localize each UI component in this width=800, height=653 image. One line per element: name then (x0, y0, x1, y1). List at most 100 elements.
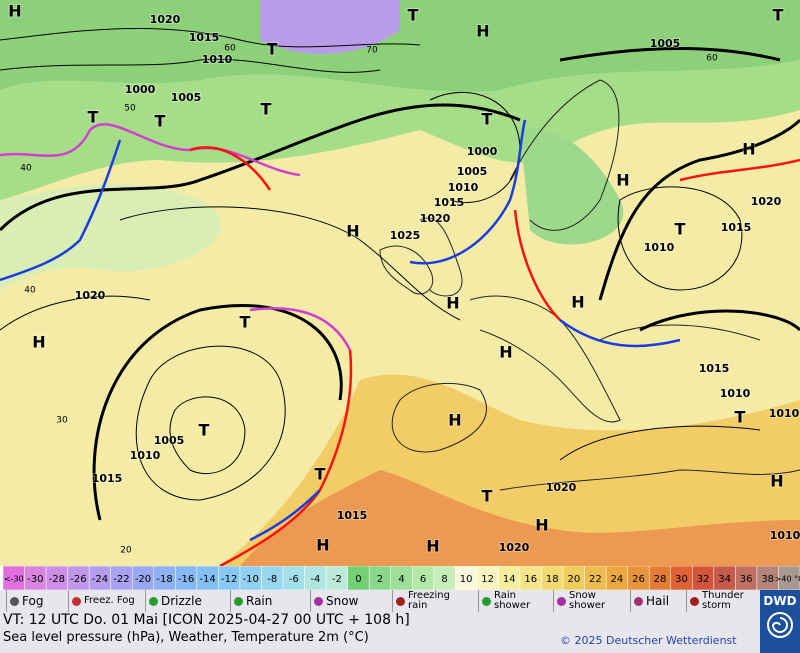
footer: VT: 12 UTC Do. 01 Mai [ICON 2025-04-27 0… (0, 612, 760, 653)
legend-item: Rain (230, 590, 272, 612)
color-scale-label: -20 (135, 574, 151, 585)
copyright: © 2025 Deutscher Wetterdienst (560, 634, 737, 647)
pressure-center: H (446, 294, 459, 313)
color-scale-label: -8 (267, 574, 277, 585)
pressure-center: H (316, 536, 329, 555)
pressure-center: T (315, 465, 326, 484)
color-scale: <-30 -30 -28 -26 -24 -22 -20 -18 -16 -14 -12 -10 -8-… (2, 566, 800, 590)
legend-item: Thunder storm (686, 590, 754, 612)
temperature-contour-label: 50 (124, 104, 136, 114)
color-scale-label: -30 (27, 574, 43, 585)
map-labels: H 1020 1015 T T H T 1005 1010 1000 1005 T T T T 1000 100… (7, 1, 800, 557)
color-scale-label: 2 (377, 574, 383, 585)
legend-symbol (10, 596, 19, 606)
color-scale-label: 14 (503, 574, 516, 585)
isobar-label: 1000 (125, 83, 156, 96)
weather-map: H 1020 1015 T T H T 1005 1010 1000 1005 T T T T 1000 100… (0, 0, 800, 566)
main-isobars (0, 46, 800, 521)
legend-label: Freez. Fog (84, 595, 135, 606)
color-scale-label: 0 (355, 574, 361, 585)
isobar-label: 1015 (721, 221, 752, 234)
pressure-center: H (448, 411, 461, 430)
pressure-center: H (770, 472, 783, 491)
color-scale-label: -16 (178, 574, 194, 585)
isobar-label: 1010 (720, 387, 751, 400)
color-swatch (778, 566, 800, 590)
color-scale-label: 24 (611, 574, 624, 585)
coastlines (379, 79, 800, 491)
pressure-center: H (499, 343, 512, 362)
pressure-center: T (261, 100, 272, 119)
color-scale-label: 20 (567, 574, 580, 585)
logo-text: DWD (763, 594, 797, 608)
temperature-contour-label: 60 (706, 54, 718, 64)
color-scale-label: 32 (697, 574, 710, 585)
isobar-label: 1020 (420, 212, 451, 225)
isobar-label: 1020 (150, 13, 181, 26)
isobar-label: 1010 (644, 241, 675, 254)
isobar-label: 1015 (434, 196, 465, 209)
pressure-center: T (240, 313, 251, 332)
legend-symbol (557, 596, 566, 606)
isobar-label: 1020 (546, 481, 577, 494)
legend-item: Snow shower (553, 590, 621, 612)
isobar-label: 1005 (650, 37, 681, 50)
color-scale-label: -10 (243, 574, 259, 585)
color-scale-label: >40 °C (775, 575, 800, 584)
temperature-contour-label: 40 (24, 286, 36, 296)
pressure-center: T (88, 108, 99, 127)
cold-front (0, 139, 122, 282)
pressure-center: T (675, 220, 686, 239)
cold-front (249, 489, 321, 542)
color-scale-label: -24 (92, 574, 108, 585)
legend-symbol (234, 596, 243, 606)
occluded-front (0, 123, 301, 177)
isobar-label: 1010 (448, 181, 479, 194)
legend-symbol (72, 596, 81, 606)
pressure-center: H (32, 333, 45, 352)
legend-item: Fog (6, 590, 43, 612)
warm-front (679, 158, 800, 182)
legend-label: Drizzle (161, 594, 202, 608)
pressure-center: T (735, 408, 746, 427)
very-cold-region (260, 0, 400, 54)
isobar-label: 1010 (130, 449, 161, 462)
legend-label: Fog (22, 594, 44, 608)
legend-item: Snow (310, 590, 358, 612)
isobar-label: 1010 (202, 53, 233, 66)
legend-label: Snow (326, 594, 359, 608)
temperature-contour-label: 30 (56, 416, 68, 426)
occluded-front (249, 307, 352, 351)
legend-label: Freezing rain (408, 590, 450, 611)
color-scale-label: 4 (398, 574, 404, 585)
isobar-label: 1010 (769, 407, 800, 420)
legend-label: Snow shower (569, 590, 606, 611)
color-scale-label: 8 (441, 574, 447, 585)
isobar-label: 1015 (92, 472, 123, 485)
pressure-center: H (8, 2, 21, 21)
pressure-center: H (476, 22, 489, 41)
legend-item: Freezing rain (392, 590, 460, 612)
temperature-contour-label: 20 (120, 546, 132, 556)
legend-item: Drizzle (145, 590, 202, 612)
color-scale-label: 6 (420, 574, 426, 585)
weather-legend: Fog Freez. Fog Drizzle Rain Snow Freezing rai… (0, 590, 760, 612)
warm-front (513, 209, 561, 321)
color-scale-label: 30 (675, 574, 688, 585)
color-scale-label: 26 (632, 574, 645, 585)
logo-icon (767, 612, 793, 638)
isobar-label: 1025 (390, 229, 421, 242)
temperature-contour-label: 40 (20, 164, 32, 174)
pressure-center: T (155, 112, 166, 131)
pressure-center: T (482, 487, 493, 506)
warm-front (189, 146, 272, 191)
pressure-center: H (742, 140, 755, 159)
legend-item: Hail (630, 590, 669, 612)
color-scale-label: 38 (761, 574, 774, 585)
isobar-label: 1020 (751, 195, 782, 208)
legend-symbol (690, 596, 699, 606)
scandinavia-cool (520, 128, 624, 245)
cold-front (559, 318, 681, 348)
legend-symbol (314, 596, 323, 606)
